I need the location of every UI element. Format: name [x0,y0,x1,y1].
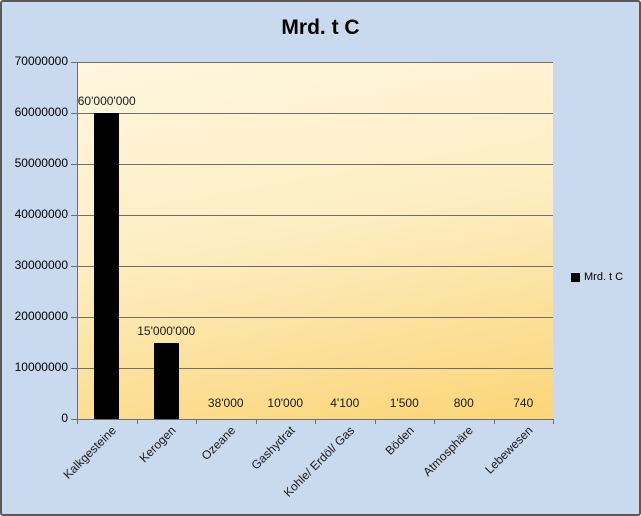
x-axis-tick [315,420,316,424]
data-label: 15'000'000 [137,323,196,338]
data-label: 60'000'000 [77,94,136,108]
y-axis-tick [71,266,77,267]
legend: Mrd. t C [571,271,623,283]
x-axis-tick [553,420,554,424]
data-label: 740 [513,396,534,410]
y-axis-tick [71,215,77,216]
data-label: 1'500 [389,396,419,410]
data-label: 4'100 [330,396,360,410]
chart-title: Mrd. t C [281,16,360,39]
y-axis-tick-label: 50000000 [14,156,68,170]
x-axis-tick [434,420,435,424]
category-label: Kerogen [136,423,179,466]
y-axis-tick-label: 10000000 [14,360,68,374]
gridline [77,113,553,114]
gridline [77,62,553,63]
y-axis-tick [71,164,77,165]
y-axis-tick-label: 30000000 [14,258,68,272]
bar-kalkgesteine[interactable] [94,113,120,419]
x-axis-tick [494,420,495,424]
x-axis-tick [256,420,257,424]
y-axis-tick [71,419,77,420]
gridline [77,368,553,369]
category-label: Gashydrat [248,423,298,473]
category-label: Lebewesen [482,423,536,477]
y-axis-tick-label: 60000000 [14,105,68,119]
y-axis-tick-label: 20000000 [14,309,68,323]
gridline [77,215,553,216]
x-axis-tick [137,420,138,424]
x-axis-tick [196,420,197,424]
y-axis-tick [71,62,77,63]
category-label: Böden [382,423,417,458]
plot-area [77,62,553,419]
y-axis-tick-label: 70000000 [14,54,68,68]
data-label: 38'000 [207,396,244,410]
gridline [77,266,553,267]
data-label: 800 [453,396,474,410]
x-axis-line [77,419,554,420]
data-label: 10'000 [267,396,304,410]
legend-swatch-icon [571,272,580,282]
y-axis-tick [71,317,77,318]
x-axis-tick [375,420,376,424]
y-axis-tick [71,113,77,114]
legend-label: Mrd. t C [584,271,624,283]
category-label: Atmosphäre [420,423,476,479]
category-label: Ozeane [198,423,238,463]
gridline [77,164,553,165]
y-axis-tick [71,368,77,369]
y-axis-line [77,62,78,420]
y-axis-tick-label: 0 [61,411,68,425]
bar-kerogen[interactable] [153,342,179,419]
y-axis-tick-label: 40000000 [14,207,68,221]
x-axis-tick [77,420,78,424]
gridline [77,317,553,318]
category-label: Kalkgesteine [60,423,119,482]
